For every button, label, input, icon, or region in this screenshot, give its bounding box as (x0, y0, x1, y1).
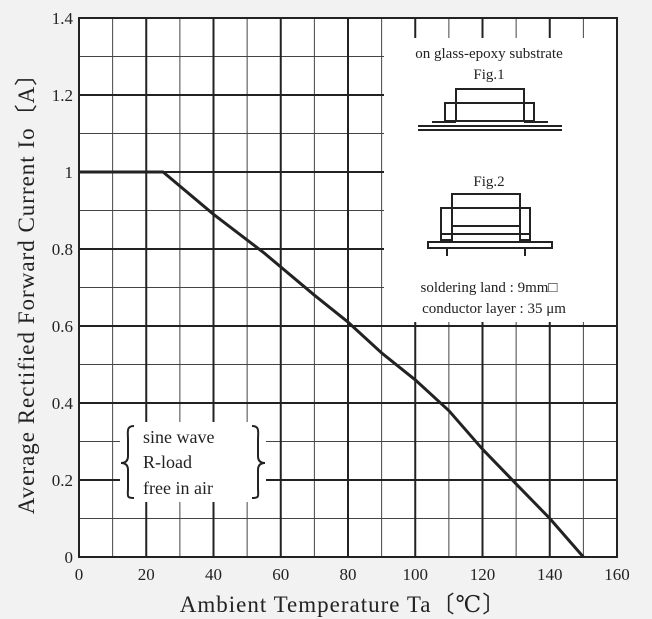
y-tick-label: 1.2 (52, 86, 73, 105)
condition-free-in-air: free in air (143, 478, 213, 498)
x-tick-label: 60 (272, 565, 289, 584)
inset-panel: on glass-epoxy substrate Fig.1 Fig.2 sol… (384, 38, 616, 322)
y-tick-label: 0.8 (52, 240, 73, 259)
x-tick-label: 0 (75, 565, 84, 584)
x-tick-label: 20 (138, 565, 155, 584)
derating-curve (79, 170, 585, 558)
inset-note-conductor: conductor layer : 35 μm (422, 301, 566, 317)
x-axis-title: Ambient Temperature Ta〔℃〕 (180, 592, 506, 617)
inset-background (384, 38, 616, 322)
conditions-background (120, 422, 266, 502)
x-tick-label: 160 (604, 565, 630, 584)
conditions-box: sine wave R-load free in air (120, 422, 266, 502)
condition-r-load: R-load (143, 452, 192, 472)
y-tick-label: 0.4 (52, 394, 74, 413)
inset-title: on glass-epoxy substrate (415, 46, 563, 62)
y-axis-title: Average Rectified Forward Current Io〔A〕 (14, 62, 39, 514)
x-tick-label: 140 (537, 565, 563, 584)
x-tick-label: 100 (403, 565, 429, 584)
x-tick-label: 40 (205, 565, 222, 584)
fig2-package-icon (427, 193, 553, 256)
y-tick-label: 0.6 (52, 317, 73, 336)
left-brace (120, 425, 135, 499)
right-brace (251, 425, 266, 499)
y-tick-labels: 0 0.2 0.4 0.6 0.8 1 1.2 1.4 (52, 9, 74, 567)
fig2-label: Fig.2 (473, 174, 504, 190)
y-tick-label: 0 (65, 548, 74, 567)
y-tick-label: 1.4 (52, 9, 74, 28)
plot-frame (78, 17, 618, 558)
y-tick-label: 0.2 (52, 471, 73, 490)
fig1-package-icon (418, 88, 562, 131)
fig1-label: Fig.1 (473, 67, 504, 83)
x-tick-labels: 0 20 40 60 80 100 120 140 160 (75, 565, 630, 584)
condition-sine-wave: sine wave (143, 427, 214, 447)
y-tick-label: 1 (65, 163, 74, 182)
x-tick-label: 80 (340, 565, 357, 584)
inset-note-soldering: soldering land : 9mm□ (421, 280, 558, 296)
x-tick-label: 120 (470, 565, 496, 584)
